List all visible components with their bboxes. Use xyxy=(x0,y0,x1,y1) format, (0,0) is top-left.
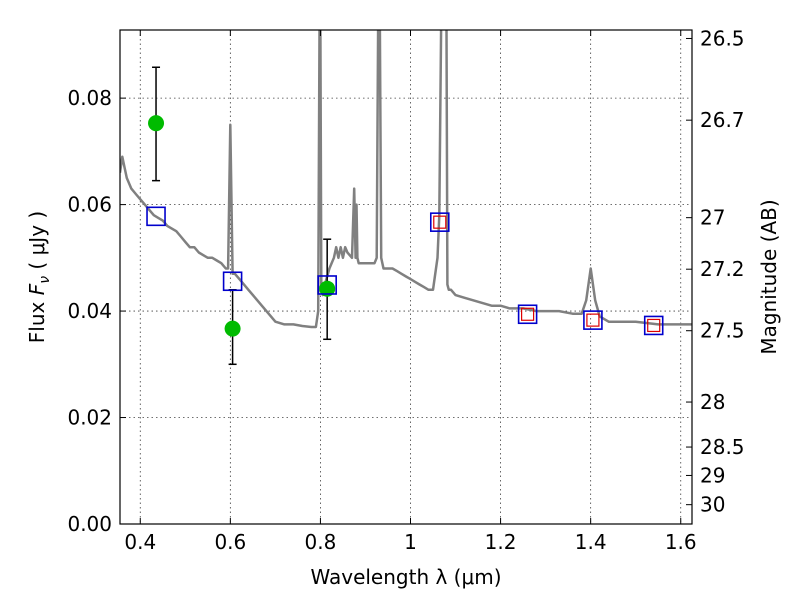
y2-tick-label: 26.7 xyxy=(700,108,745,132)
y2-tick-label: 27.2 xyxy=(700,257,745,281)
y-tick-label: 0.00 xyxy=(67,512,112,536)
y2-axis-label: Magnitude (AB) xyxy=(757,199,781,354)
plot-frame xyxy=(119,29,693,525)
model-band-inner-square xyxy=(521,307,535,321)
y-label-unit: ( μJy ) xyxy=(25,211,49,276)
x-tick-label: 1.2 xyxy=(485,530,517,554)
observed-points xyxy=(148,115,336,337)
model-band-square xyxy=(517,304,538,325)
x-tick-label: 0.6 xyxy=(214,530,246,554)
model-spectrum-line xyxy=(120,30,692,329)
y-axis-label: Flux Fν ( μJy ) xyxy=(25,211,53,343)
error-bars xyxy=(152,66,332,366)
model-band-square xyxy=(222,271,243,292)
x-tick-label: 1.6 xyxy=(665,530,697,554)
model-band-inner-square xyxy=(586,313,600,327)
observed-point xyxy=(319,280,336,297)
y2-axis-ticks: 26.5 26.7 27 27.2 27.5 28 28.5 29 30 xyxy=(686,26,745,517)
y2-tick-label: 28 xyxy=(700,390,725,414)
y-label-symbol: F xyxy=(25,283,49,295)
y2-tick-label: 29 xyxy=(700,463,725,487)
y2-tick-label: 28.5 xyxy=(700,435,745,459)
model-band-square xyxy=(317,275,337,295)
model-band-inner-square xyxy=(647,318,661,333)
model-band-square xyxy=(643,315,664,336)
y2-tick-label: 26.5 xyxy=(700,26,745,50)
x-tick-label: 0.4 xyxy=(124,530,156,554)
y-label-subscript: ν xyxy=(37,276,53,284)
x-tick-label: 1 xyxy=(404,530,417,554)
observed-point xyxy=(224,320,241,337)
model-band-square xyxy=(583,310,603,330)
y2-tick-label: 27.5 xyxy=(700,319,745,343)
model-band-inner-square xyxy=(433,215,447,229)
x-axis-ticks: 0.4 0.6 0.8 1 1.2 1.4 1.6 xyxy=(124,30,697,554)
y-tick-label: 0.02 xyxy=(67,406,112,430)
observed-point xyxy=(148,115,165,132)
model-band-square xyxy=(429,212,450,232)
model-band-square xyxy=(146,206,166,227)
model-band-fluxes xyxy=(146,206,664,336)
y-label-prefix: Flux xyxy=(25,295,49,343)
y-axis-ticks: 0.00 0.02 0.04 0.06 0.08 xyxy=(67,86,126,536)
x-axis-label: Wavelength λ (μm) xyxy=(310,565,501,589)
y-tick-label: 0.08 xyxy=(67,86,112,110)
x-tick-label: 0.8 xyxy=(305,530,337,554)
y-tick-label: 0.06 xyxy=(67,193,112,217)
y-tick-label: 0.04 xyxy=(67,299,112,323)
x-tick-label: 1.4 xyxy=(575,530,607,554)
y2-tick-label: 30 xyxy=(700,493,725,517)
model-spectrum xyxy=(120,30,692,329)
y2-tick-label: 27 xyxy=(700,206,725,230)
